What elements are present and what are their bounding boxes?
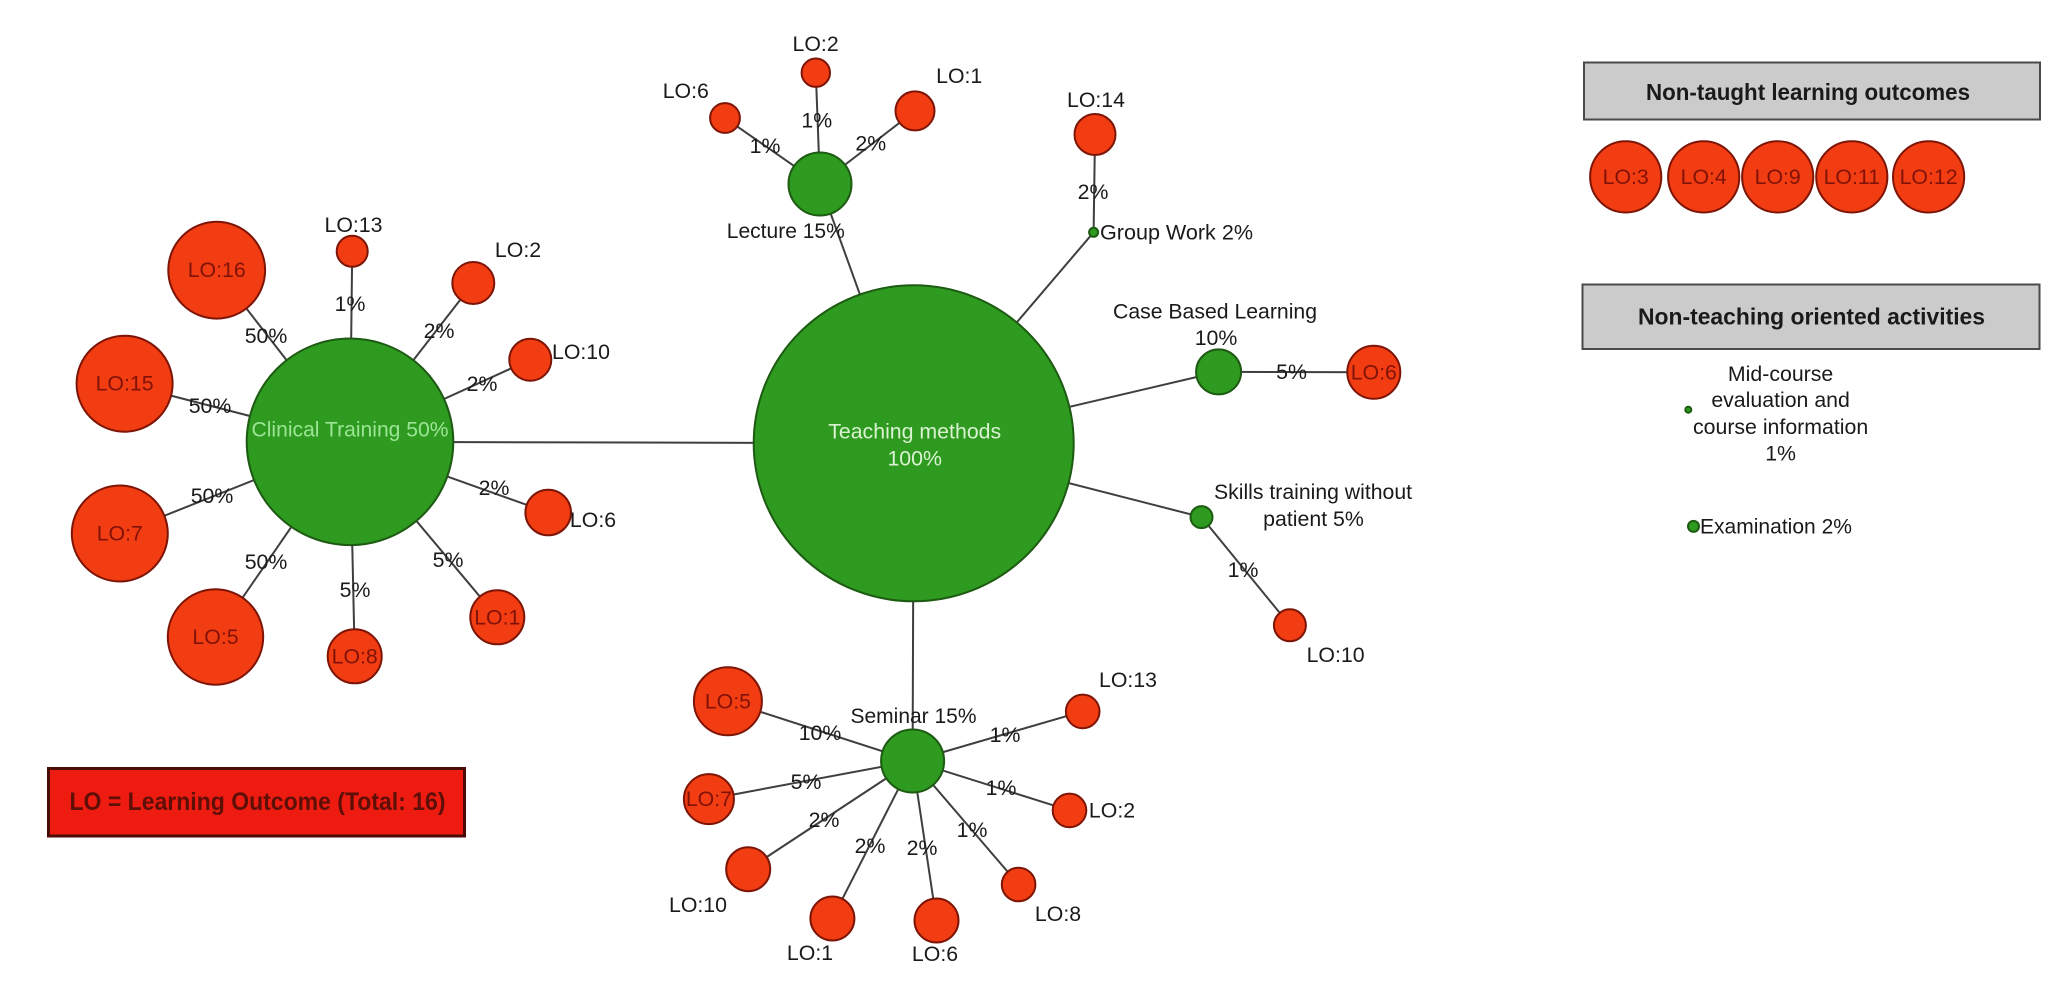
svg-text:1%: 1% bbox=[986, 776, 1017, 800]
svg-text:LO:1: LO:1 bbox=[787, 941, 833, 965]
svg-text:LO:6: LO:6 bbox=[570, 508, 616, 532]
svg-text:2%: 2% bbox=[809, 808, 840, 832]
svg-text:LO:5: LO:5 bbox=[705, 689, 751, 713]
svg-text:2%: 2% bbox=[1078, 180, 1109, 204]
svg-text:5%: 5% bbox=[1276, 360, 1307, 384]
svg-text:patient 5%: patient 5% bbox=[1263, 507, 1364, 531]
svg-text:LO:10: LO:10 bbox=[552, 340, 610, 364]
svg-text:Non-taught learning outcomes: Non-taught learning outcomes bbox=[1646, 79, 1970, 105]
svg-text:LO:12: LO:12 bbox=[1900, 165, 1958, 189]
svg-text:50%: 50% bbox=[245, 550, 288, 574]
svg-text:1%: 1% bbox=[990, 723, 1021, 747]
svg-text:2%: 2% bbox=[907, 836, 938, 860]
svg-text:evaluation and: evaluation and bbox=[1711, 388, 1850, 412]
svg-text:LO:10: LO:10 bbox=[1307, 643, 1365, 667]
svg-text:Mid-course: Mid-course bbox=[1728, 362, 1833, 386]
svg-text:5%: 5% bbox=[340, 578, 371, 602]
svg-text:LO:1: LO:1 bbox=[936, 64, 982, 88]
svg-text:LO:11: LO:11 bbox=[1824, 165, 1880, 189]
svg-text:LO:8: LO:8 bbox=[332, 644, 378, 668]
svg-text:LO:10: LO:10 bbox=[669, 893, 727, 917]
svg-text:LO:5: LO:5 bbox=[192, 625, 238, 649]
svg-text:LO:8: LO:8 bbox=[1035, 902, 1081, 926]
svg-text:50%: 50% bbox=[191, 484, 234, 508]
svg-text:LO:9: LO:9 bbox=[1755, 165, 1801, 189]
svg-text:LO:13: LO:13 bbox=[1099, 668, 1157, 692]
svg-text:LO:4: LO:4 bbox=[1681, 165, 1727, 189]
svg-text:LO:13: LO:13 bbox=[324, 213, 382, 237]
svg-text:Examination 2%: Examination 2% bbox=[1700, 514, 1852, 538]
svg-text:2%: 2% bbox=[424, 319, 455, 343]
svg-text:10%: 10% bbox=[1195, 326, 1238, 350]
svg-text:10%: 10% bbox=[799, 721, 842, 745]
svg-text:1%: 1% bbox=[801, 109, 832, 133]
svg-text:LO:2: LO:2 bbox=[495, 238, 541, 262]
svg-text:1%: 1% bbox=[750, 134, 781, 158]
svg-text:Seminar 15%: Seminar 15% bbox=[851, 704, 977, 728]
svg-text:Non-teaching oriented activiti: Non-teaching oriented activities bbox=[1638, 304, 1985, 330]
svg-text:2%: 2% bbox=[467, 372, 498, 396]
svg-text:LO:2: LO:2 bbox=[1089, 798, 1135, 822]
svg-text:1%: 1% bbox=[957, 818, 988, 842]
svg-text:2%: 2% bbox=[479, 476, 510, 500]
svg-text:50%: 50% bbox=[189, 394, 232, 418]
svg-text:Skills training without: Skills training without bbox=[1214, 480, 1412, 504]
svg-text:LO:16: LO:16 bbox=[188, 258, 246, 282]
svg-text:LO:1: LO:1 bbox=[474, 605, 520, 629]
svg-text:Group Work 2%: Group Work 2% bbox=[1100, 221, 1253, 245]
svg-text:Case Based Learning: Case Based Learning bbox=[1113, 300, 1317, 324]
svg-text:Lecture 15%: Lecture 15% bbox=[727, 219, 845, 243]
svg-text:2%: 2% bbox=[855, 834, 886, 858]
svg-text:Clinical Training 50%: Clinical Training 50% bbox=[252, 418, 449, 442]
svg-text:LO:6: LO:6 bbox=[663, 79, 709, 103]
svg-text:5%: 5% bbox=[433, 548, 464, 572]
svg-text:100%: 100% bbox=[887, 447, 942, 471]
svg-text:LO:15: LO:15 bbox=[96, 372, 154, 396]
svg-text:2%: 2% bbox=[855, 132, 886, 156]
svg-text:LO:6: LO:6 bbox=[1351, 360, 1397, 384]
svg-text:50%: 50% bbox=[245, 324, 288, 348]
svg-text:1%: 1% bbox=[1765, 442, 1796, 466]
svg-text:5%: 5% bbox=[791, 770, 822, 794]
svg-text:LO = Learning Outcome (Total:: LO = Learning Outcome (Total: 16) bbox=[70, 788, 446, 816]
svg-text:course information: course information bbox=[1693, 415, 1868, 439]
svg-text:1%: 1% bbox=[1228, 558, 1259, 582]
svg-text:1%: 1% bbox=[335, 292, 366, 316]
svg-text:LO:2: LO:2 bbox=[793, 32, 839, 56]
svg-text:Teaching methods: Teaching methods bbox=[828, 420, 1001, 444]
svg-text:LO:14: LO:14 bbox=[1067, 88, 1125, 112]
svg-text:LO:7: LO:7 bbox=[686, 787, 732, 811]
svg-text:LO:7: LO:7 bbox=[97, 522, 143, 546]
svg-text:LO:3: LO:3 bbox=[1603, 165, 1649, 189]
svg-text:LO:6: LO:6 bbox=[912, 942, 958, 966]
